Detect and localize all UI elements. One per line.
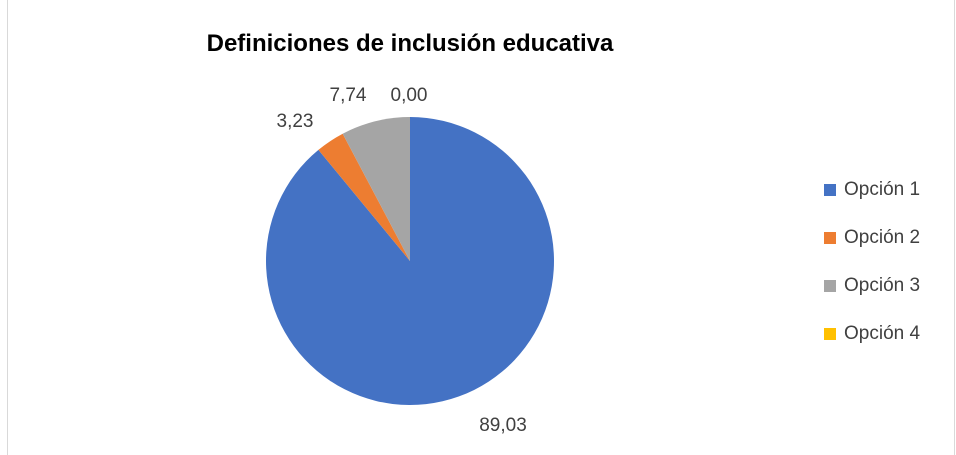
- legend-swatch: [824, 184, 836, 196]
- legend-swatch: [824, 280, 836, 292]
- legend-label: Opción 1: [844, 179, 921, 200]
- pie-slice-2: [318, 133, 410, 261]
- pie-slice-1: [266, 117, 555, 405]
- legend-label: Opción 3: [844, 275, 921, 296]
- chart-legend: Opción 1 Opción 2 Opción 3 Opción 4: [824, 178, 920, 370]
- pie-slice-3: [342, 117, 410, 261]
- data-label-2: 3,23: [277, 111, 314, 132]
- legend-item-4: Opción 4: [824, 322, 920, 346]
- legend-item-1: Opción 1: [824, 178, 920, 202]
- data-label-4: 0,00: [391, 85, 428, 106]
- legend-swatch: [824, 232, 836, 244]
- chart-title: Definiciones de inclusión educativa: [206, 30, 614, 57]
- legend-swatch: [824, 328, 836, 340]
- legend-label: Opción 4: [844, 323, 921, 344]
- legend-item-2: Opción 2: [824, 226, 920, 250]
- legend-label: Opción 2: [844, 227, 921, 248]
- legend-item-3: Opción 3: [824, 274, 920, 298]
- data-label-1: 89,03: [479, 415, 527, 436]
- data-label-3: 7,74: [330, 85, 367, 106]
- chart-frame: [7, 0, 955, 455]
